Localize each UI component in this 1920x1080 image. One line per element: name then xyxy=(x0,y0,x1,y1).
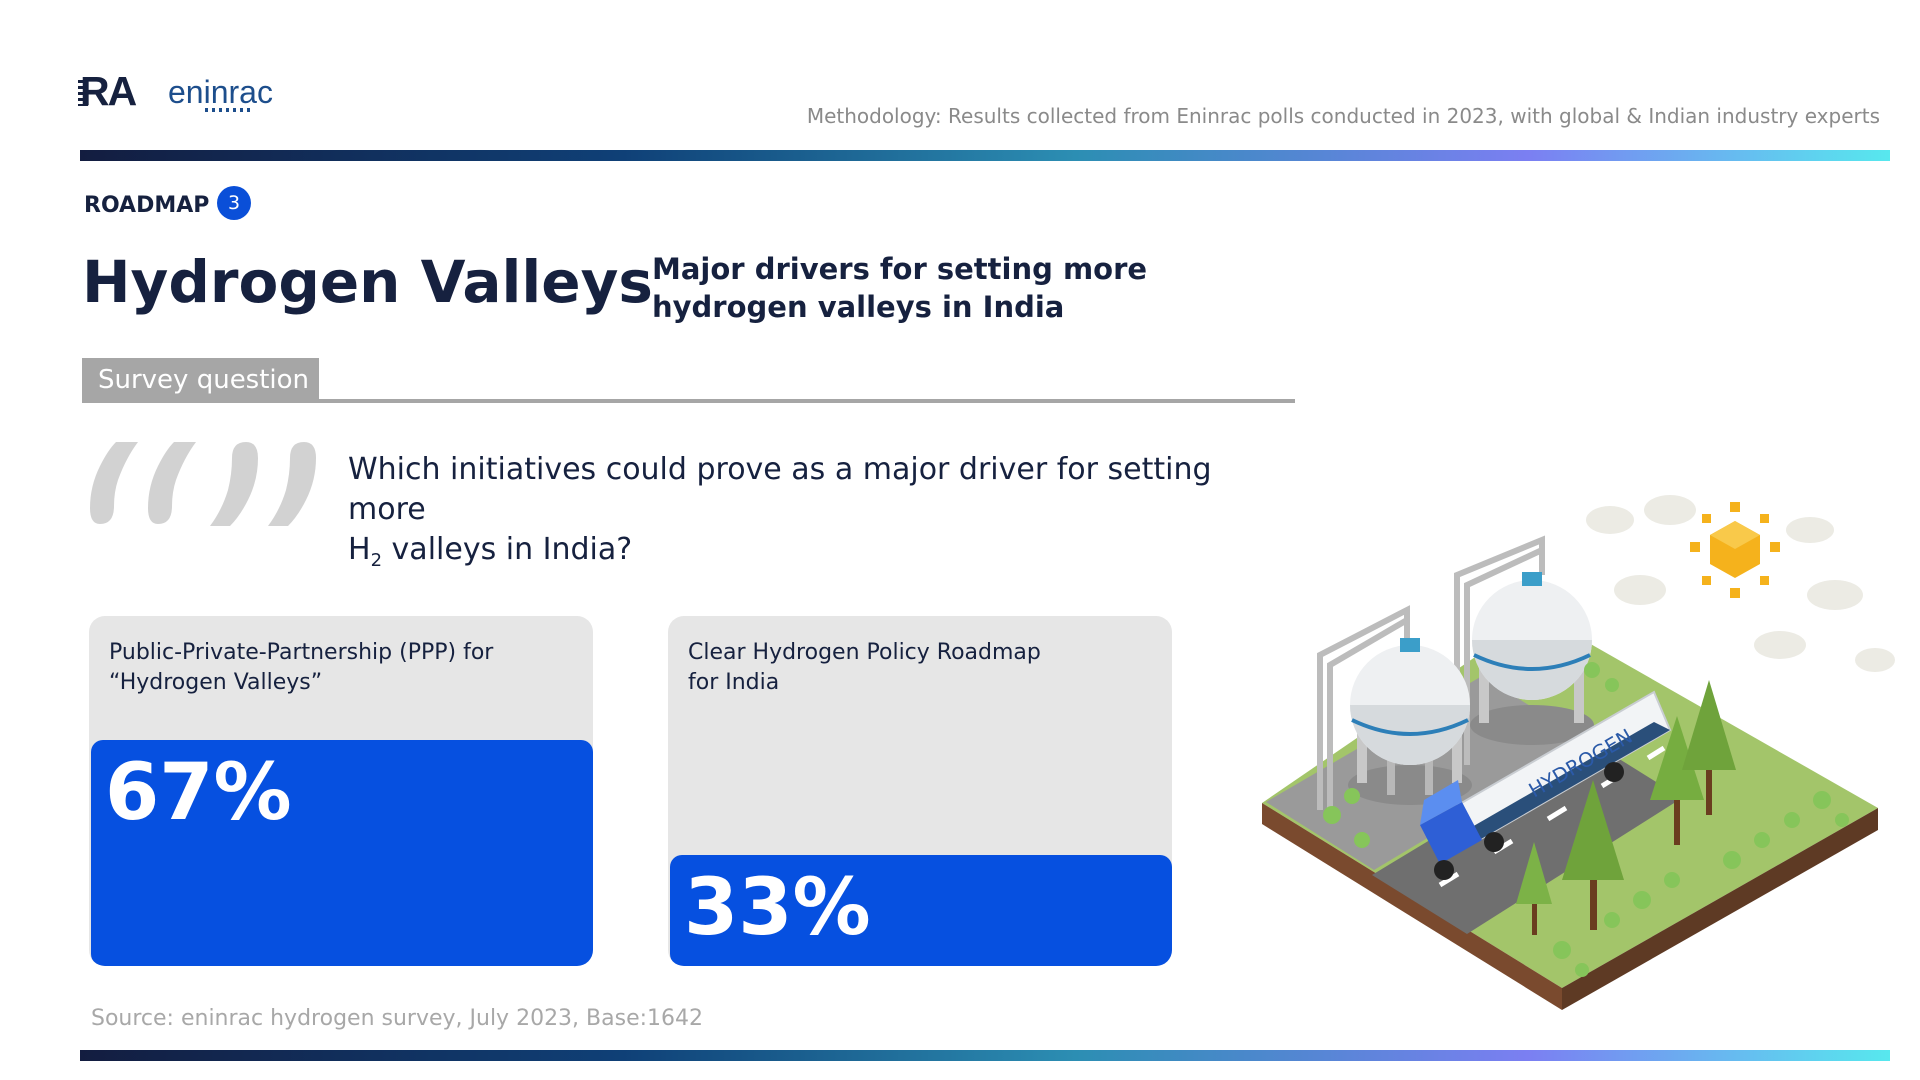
bottom-gradient-divider xyxy=(80,1050,1890,1061)
bar-card-ppp: Public-Private-Partnership (PPP) for “Hy… xyxy=(89,616,593,966)
hydrogen-plant-illustration: HYDROGEN xyxy=(1262,535,1878,1010)
bar-card-policy-roadmap: Clear Hydrogen Policy Roadmap for India … xyxy=(668,616,1172,966)
sky-decoration xyxy=(1586,495,1895,672)
chart-subtitle: Major drivers for setting more hydrogen … xyxy=(652,252,1148,324)
ground-side-right-shape xyxy=(1562,808,1878,1010)
bushes-group xyxy=(1323,662,1849,977)
road-shape xyxy=(1372,742,1682,934)
bar-value-label: 33% xyxy=(684,863,871,953)
bar-value-label: 67% xyxy=(105,748,292,838)
sun-icon xyxy=(1690,502,1780,598)
bar-category-label: Clear Hydrogen Policy Roadmap for India xyxy=(688,638,1128,698)
bar-category-line: for India xyxy=(688,670,780,695)
storage-tank-left xyxy=(1348,638,1472,805)
bar-category-line: “Hydrogen Valleys” xyxy=(109,670,323,695)
survey-question-tab: Survey question xyxy=(82,358,319,402)
question-subscript: 2 xyxy=(370,550,383,571)
question-rest: valleys in India? xyxy=(382,532,633,567)
trees-group xyxy=(1516,680,1736,935)
storage-tank-right xyxy=(1470,572,1594,745)
section-number-badge: 3 xyxy=(217,186,251,220)
quote-marks-icon xyxy=(90,442,316,526)
bar-fill xyxy=(91,740,593,966)
question-h: H xyxy=(348,532,371,567)
question-line-1: Which initiatives could prove as a major… xyxy=(348,452,1212,527)
bar-category-line: Public-Private-Partnership (PPP) for xyxy=(109,640,494,665)
bar-category-line: Clear Hydrogen Policy Roadmap xyxy=(688,640,1041,665)
eninrac-logo: RA eninrac xyxy=(78,68,280,120)
survey-question-text: Which initiatives could prove as a major… xyxy=(348,450,1288,581)
source-note: Source: eninrac hydrogen survey, July 20… xyxy=(91,1006,704,1031)
page-title: Hydrogen Valleys xyxy=(82,248,653,316)
section-label: ROADMAP xyxy=(84,193,210,218)
bar-category-label: Public-Private-Partnership (PPP) for “Hy… xyxy=(109,638,549,698)
methodology-note: Methodology: Results collected from Enin… xyxy=(806,104,1880,128)
ground-side-left-shape xyxy=(1262,803,1562,1010)
logo-ra-text: RA xyxy=(80,68,137,114)
clouds-group xyxy=(1586,495,1895,672)
top-gradient-divider xyxy=(80,150,1890,161)
logo-lines-icon xyxy=(78,80,88,106)
logo-brand-text: eninrac xyxy=(168,74,273,110)
bar-fill xyxy=(670,855,1172,966)
survey-question-rule xyxy=(82,399,1295,403)
logo-dots-icon xyxy=(205,108,253,112)
